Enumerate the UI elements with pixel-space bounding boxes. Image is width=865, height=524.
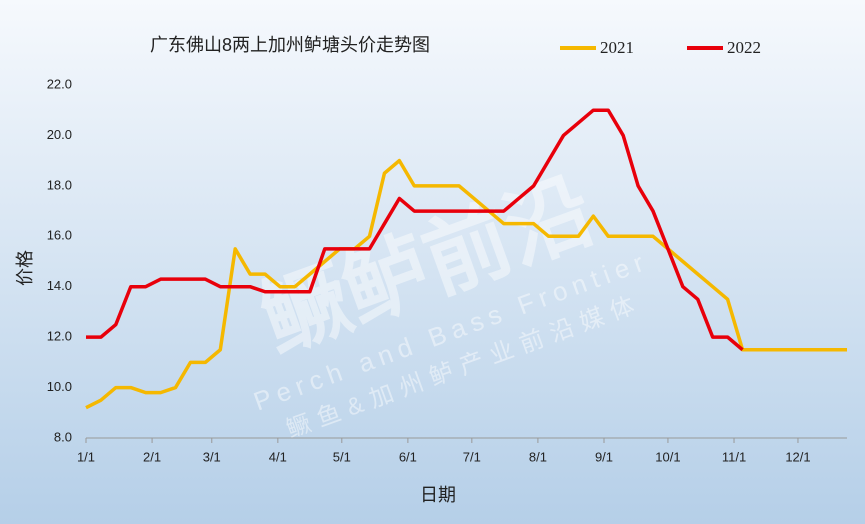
y-tick-label: 12.0 xyxy=(47,329,72,344)
y-tick-label: 14.0 xyxy=(47,278,72,293)
x-tick-label: 11/1 xyxy=(722,449,746,464)
chart-title: 广东佛山8两上加州鲈塘头价走势图 xyxy=(150,35,430,55)
x-tick-label: 5/1 xyxy=(333,449,351,464)
x-axis-label: 日期 xyxy=(420,485,456,505)
y-tick-label: 8.0 xyxy=(54,429,72,444)
y-tick-label: 10.0 xyxy=(47,379,72,394)
y-tick-label: 18.0 xyxy=(47,177,72,192)
legend-label: 2021 xyxy=(600,38,634,57)
x-tick-label: 7/1 xyxy=(463,449,481,464)
x-tick-label: 10/1 xyxy=(655,449,680,464)
y-tick-label: 20.0 xyxy=(47,127,72,142)
y-tick-label: 16.0 xyxy=(47,228,72,243)
x-tick-label: 4/1 xyxy=(269,449,287,464)
x-tick-label: 1/1 xyxy=(77,449,95,464)
line-series xyxy=(85,158,847,410)
y-tick-label: 22.0 xyxy=(47,76,72,91)
legend-label: 2022 xyxy=(727,38,761,57)
x-tick-label: 12/1 xyxy=(785,449,810,464)
line-series xyxy=(86,108,744,352)
x-tick-label: 8/1 xyxy=(529,449,547,464)
y-axis-label: 价格 xyxy=(15,250,35,286)
x-tick-label: 9/1 xyxy=(595,449,613,464)
x-tick-label: 6/1 xyxy=(399,449,417,464)
x-tick-label: 3/1 xyxy=(203,449,221,464)
x-tick-label: 2/1 xyxy=(143,449,161,464)
